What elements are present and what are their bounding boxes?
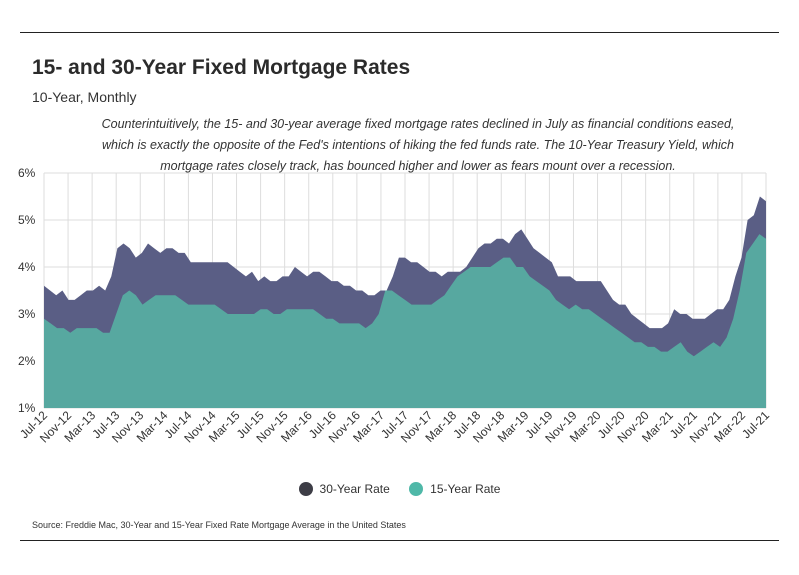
legend-label-15-year: 15-Year Rate: [430, 482, 501, 496]
legend-swatch-15-year: [409, 482, 424, 496]
legend-item-15-year: 15-Year Rate: [409, 482, 500, 496]
series-area-15-year: [44, 234, 766, 408]
y-tick-label: 6%: [18, 166, 36, 180]
legend-swatch-30-year: [298, 482, 313, 496]
y-tick-label: 1%: [18, 401, 36, 415]
y-tick-label: 4%: [18, 260, 36, 274]
x-tick-label: Jul-21: [739, 408, 772, 441]
chart-title: 15- and 30-Year Fixed Mortgage Rates: [32, 56, 411, 79]
legend-label-30-year: 30-Year Rate: [319, 482, 390, 496]
legend: 30-Year Rate 15-Year Rate: [0, 482, 799, 499]
y-tick-label: 2%: [18, 354, 36, 368]
bottom-rule: [20, 540, 779, 541]
chart-area: 1%2%3%4%5%6%Jul-12Nov-12Mar-13Jul-13Nov-…: [17, 166, 772, 445]
chart-subtitle: 10-Year, Monthly: [32, 89, 137, 105]
y-tick-label: 3%: [18, 307, 36, 321]
y-tick-label: 5%: [18, 213, 36, 227]
source-note: Source: Freddie Mac, 30-Year and 15-Year…: [32, 520, 406, 530]
chart-annotation: Counterintuitively, the 15- and 30-year …: [101, 117, 735, 173]
top-rule: [20, 32, 779, 33]
legend-item-30-year: 30-Year Rate: [298, 482, 390, 496]
